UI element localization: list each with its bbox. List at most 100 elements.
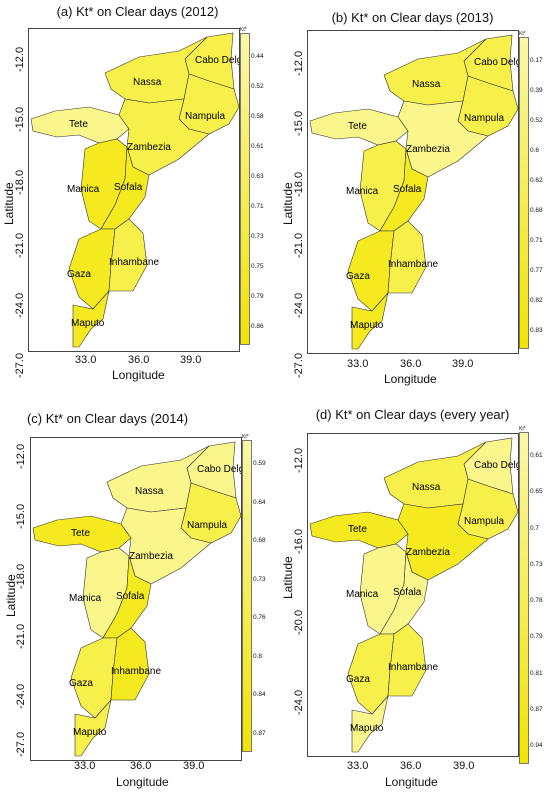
lon-tick: 36.0 bbox=[128, 354, 150, 366]
map-frame: Cabo Delgado Nassa Nampula Tete Zambezia… bbox=[28, 28, 240, 352]
legend-value: 0.65 bbox=[530, 488, 543, 496]
province-label: Inhambane bbox=[109, 257, 159, 268]
lon-tick: 39.0 bbox=[180, 354, 202, 366]
legend-value: 0.73 bbox=[530, 560, 543, 568]
province-label: Tete bbox=[69, 119, 88, 130]
province-label: Cabo Delgado bbox=[474, 57, 518, 68]
lat-tick: -21.0 bbox=[293, 232, 305, 258]
x-axis-title: Longitude bbox=[385, 775, 438, 789]
lat-tick: -20.0 bbox=[293, 609, 305, 635]
province-label: Nampula bbox=[464, 113, 504, 124]
province-maputo bbox=[351, 291, 389, 350]
lat-tick: -21.0 bbox=[14, 232, 26, 258]
legend-value: 0.73 bbox=[253, 575, 266, 583]
legend-value: 0.79 bbox=[530, 633, 543, 641]
lon-tick: 33.0 bbox=[75, 354, 97, 366]
province-zambezia bbox=[397, 100, 489, 178]
legend-value: 0.68 bbox=[530, 207, 543, 214]
province-label: Maputo bbox=[73, 727, 107, 738]
province-label: Tete bbox=[348, 524, 367, 535]
province-maputo bbox=[72, 289, 110, 348]
lat-tick: -24.0 bbox=[15, 683, 27, 709]
lat-tick: -12.0 bbox=[293, 50, 305, 76]
province-label: Sofala bbox=[393, 184, 422, 195]
panel-title: (b) Kt* on Clear days (2013) bbox=[331, 10, 494, 25]
province-label: Sofala bbox=[393, 587, 422, 598]
province-label: Manica bbox=[346, 589, 379, 600]
map-frame: Cabo Delgado Nassa Nampula Tete Zambezia… bbox=[307, 433, 519, 757]
lon-tick: 39.0 bbox=[453, 760, 475, 772]
province-inhambane bbox=[108, 218, 148, 292]
color-legend bbox=[519, 432, 529, 764]
legend-value: 0.44 bbox=[251, 53, 264, 60]
province-label: Manica bbox=[69, 593, 102, 604]
color-legend bbox=[240, 33, 250, 345]
panel-a: (a) Kt* on Clear days (2012) Latitude -1… bbox=[0, 0, 275, 396]
province-label: Gaza bbox=[69, 678, 93, 689]
lat-tick: -15.0 bbox=[14, 106, 26, 132]
legend-value: 0.82 bbox=[530, 297, 543, 304]
legend-value: 0.64 bbox=[253, 498, 266, 506]
province-inhambane bbox=[387, 623, 427, 697]
province-label: Inhambane bbox=[111, 666, 161, 677]
province-label: Nampula bbox=[185, 111, 225, 122]
province-label: Cabo Delgado bbox=[474, 460, 518, 471]
province-zambezia bbox=[120, 507, 212, 585]
lon-tick: 39.0 bbox=[452, 358, 474, 370]
province-label: Gaza bbox=[346, 271, 370, 282]
province-zambezia bbox=[397, 503, 489, 581]
province-label: Zambezia bbox=[129, 551, 173, 562]
mozambique-map: Cabo Delgado Nassa Nampula Tete Zambezia… bbox=[30, 32, 239, 348]
legend-value: 0.73 bbox=[251, 233, 264, 240]
panel-c: (c) Kt* on Clear days (2014) Latitude -1… bbox=[0, 397, 275, 793]
province-label: Maputo bbox=[350, 723, 384, 734]
province-inhambane bbox=[387, 220, 427, 294]
legend-value: 0.76 bbox=[253, 614, 266, 622]
lat-tick: -21.0 bbox=[15, 623, 27, 649]
panel-title: (d) Kt* on Clear days (every year) bbox=[315, 407, 510, 422]
province-label: Nassa bbox=[412, 482, 441, 493]
lat-tick: -18.0 bbox=[293, 171, 305, 197]
province-label: Nassa bbox=[133, 77, 162, 88]
x-axis-title: Longitude bbox=[384, 372, 437, 386]
lat-tick: -12.0 bbox=[14, 46, 26, 72]
lat-tick: -24.0 bbox=[293, 292, 305, 318]
legend-value: 0.81 bbox=[530, 669, 543, 677]
x-axis-title: Longitude bbox=[112, 368, 165, 382]
legend-value: 0.86 bbox=[251, 323, 264, 330]
province-inhambane bbox=[110, 627, 150, 701]
province-label: Sofala bbox=[116, 591, 145, 602]
legend-header: Kt* bbox=[242, 434, 249, 440]
province-label: Inhambane bbox=[388, 662, 438, 673]
legend-value: 0.52 bbox=[530, 117, 543, 124]
mozambique-map: Cabo Delgado Nassa Nampula Tete Zambezia… bbox=[309, 437, 518, 753]
lon-tick: 36.0 bbox=[400, 760, 422, 772]
province-label: Nassa bbox=[412, 79, 441, 90]
map-frame: Cabo Delgado Nassa Nampula Tete Zambezia… bbox=[30, 437, 242, 761]
legend-value: 0.71 bbox=[251, 203, 264, 210]
province-label: Zambezia bbox=[406, 547, 450, 558]
color-legend bbox=[519, 37, 529, 349]
lat-tick: -15.0 bbox=[293, 110, 305, 136]
province-label: Nampula bbox=[464, 516, 504, 527]
lat-tick: -12.0 bbox=[15, 443, 27, 469]
legend-value: 0.77 bbox=[530, 267, 543, 274]
province-label: Nassa bbox=[135, 486, 164, 497]
mozambique-map: Cabo Delgado Nassa Nampula Tete Zambezia… bbox=[309, 34, 518, 350]
province-label: Inhambane bbox=[388, 259, 438, 270]
panel-title: (c) Kt* on Clear days (2014) bbox=[26, 411, 189, 426]
lat-tick: -24.0 bbox=[293, 689, 305, 715]
lat-tick: -15.0 bbox=[15, 503, 27, 529]
legend-header: Kt* bbox=[519, 31, 526, 37]
lat-tick: -24.0 bbox=[14, 292, 26, 318]
legend-value: 0.71 bbox=[530, 237, 543, 244]
legend-value: 0.17 bbox=[530, 57, 543, 64]
legend-value: 0.52 bbox=[251, 83, 264, 90]
legend-value: 0.63 bbox=[251, 173, 264, 180]
lat-tick: -12.0 bbox=[293, 447, 305, 473]
map-frame: Cabo Delgado Nassa Nampula Tete Zambezia… bbox=[307, 30, 519, 354]
x-axis-title: Longitude bbox=[116, 775, 169, 789]
panel-b: (b) Kt* on Clear days (2013) Latitude -1… bbox=[275, 0, 550, 396]
province-label: Maputo bbox=[71, 318, 105, 329]
province-label: Cabo Delgado bbox=[195, 55, 239, 66]
